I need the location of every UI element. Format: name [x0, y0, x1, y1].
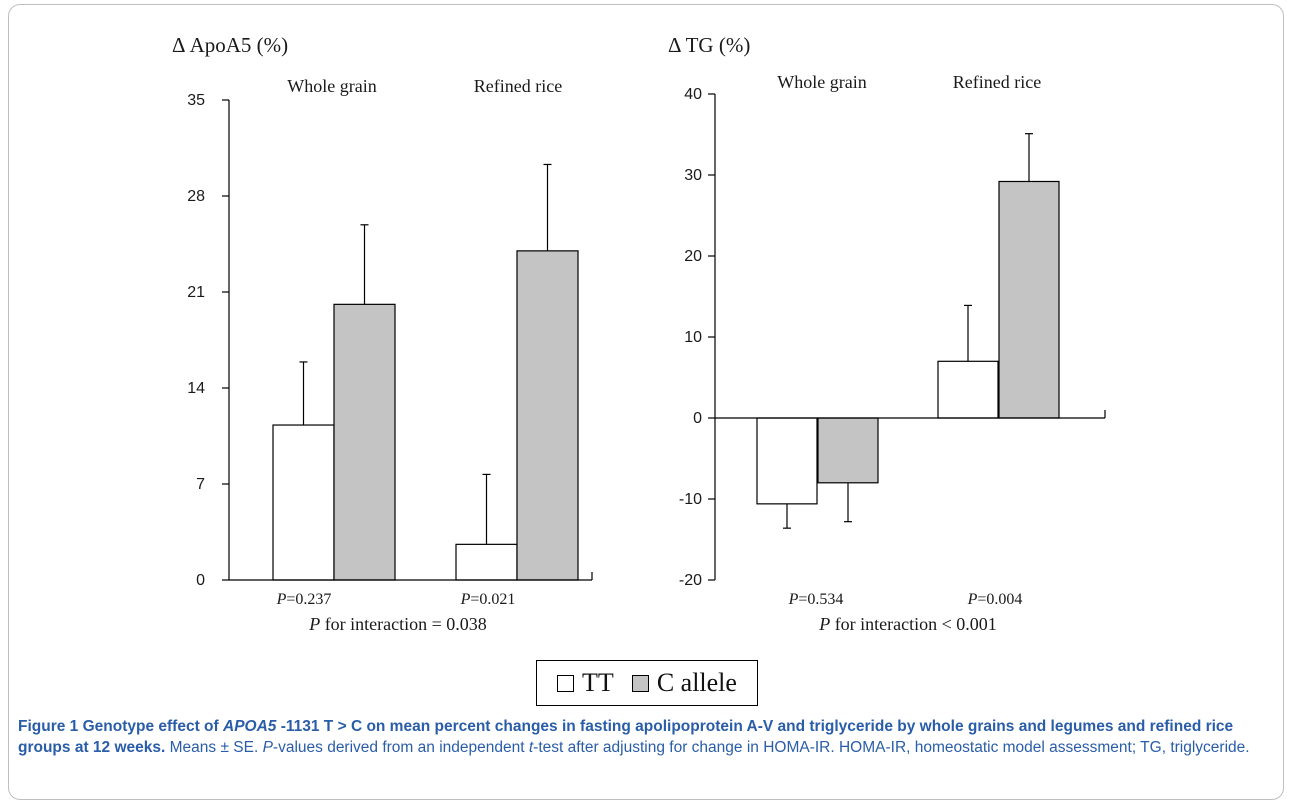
caption-sentence2: -values derived from an independent — [272, 739, 525, 756]
apoa5-group-label-refined-rice: Refined rice — [474, 76, 562, 96]
tg-y-tick-label: 10 — [684, 329, 702, 346]
tg-group-label-refined-rice: Refined rice — [953, 72, 1041, 92]
apoa5-p-value-refined-rice: P=0.021 — [460, 591, 516, 608]
legend-swatch-c-allele — [631, 674, 649, 692]
caption-sentence3: -test after adjusting for change in HOMA… — [533, 739, 1250, 756]
legend-item-tt: TT — [557, 668, 614, 698]
apoa5-y-tick-label: 21 — [187, 284, 205, 301]
caption-title-part1: Genotype effect of — [82, 718, 223, 735]
tg-y-tick-label: 30 — [684, 167, 702, 184]
caption-gene: APOA5 — [223, 718, 277, 735]
figure-caption: Figure 1 Genotype effect of APOA5 -1131 … — [18, 716, 1276, 758]
tg-p-value-whole-grain: P=0.534 — [788, 591, 844, 608]
tg-y-tick-label: 0 — [693, 410, 702, 427]
apoa5-p-value-whole-grain: P=0.237 — [276, 591, 332, 608]
legend-label-tt: TT — [582, 668, 614, 697]
apoa5-y-axis-label: Δ ApoA5 (%) — [172, 33, 288, 57]
caption-p-italic: P — [262, 739, 273, 756]
apoa5-interaction-p: P for interaction = 0.038 — [308, 614, 487, 634]
tg-bar-c-allele-refined-rice — [998, 180, 1060, 419]
tg-bar-tt-whole-grain — [756, 417, 818, 505]
legend-item-c-allele: C allele — [631, 668, 737, 698]
apoa5-y-tick-label: 7 — [196, 476, 205, 493]
caption-t-italic: t — [528, 739, 534, 756]
tg-y-axis-label: Δ TG (%) — [668, 33, 750, 57]
apoa5-bar-c-allele-whole-grain — [333, 303, 396, 581]
apoa5-bar-c-allele-refined-rice — [516, 250, 579, 581]
tg-interaction-p: P for interaction < 0.001 — [818, 614, 997, 634]
legend-label-c-allele: C allele — [656, 668, 737, 697]
figure-frame — [8, 4, 1284, 800]
tg-group-label-whole-grain: Whole grain — [777, 72, 866, 92]
apoa5-bar-tt-whole-grain — [272, 424, 335, 581]
legend-swatch-tt — [557, 674, 575, 692]
caption-title-part2: -1131 T > C on mean percent changes in f… — [18, 718, 1234, 756]
caption-figure-label: Figure 1 — [18, 718, 79, 735]
figure-charts: Δ ApoA5 (%) Whole grain Refined rice 0 7 1… — [172, 33, 1106, 634]
apoa5-y-tick-label: 35 — [187, 92, 205, 109]
apoa5-y-tick-label: 14 — [187, 380, 205, 397]
apoa5-y-tick-label: 0 — [196, 572, 205, 589]
tg-chart: Δ TG (%) Whole grain Refined rice -20 -10… — [668, 33, 1106, 634]
tg-p-value-refined-rice: P=0.004 — [967, 591, 1023, 608]
apoa5-group-label-whole-grain: Whole grain — [287, 76, 376, 96]
apoa5-chart: Δ ApoA5 (%) Whole grain Refined rice 0 7 1… — [172, 33, 593, 634]
apoa5-y-tick-label: 28 — [187, 188, 205, 205]
tg-y-tick-label: 40 — [684, 86, 702, 103]
legend: TT C allele — [536, 660, 758, 706]
tg-y-tick-label: -10 — [679, 491, 702, 508]
apoa5-bar-tt-refined-rice — [455, 543, 518, 581]
tg-bar-c-allele-whole-grain — [817, 417, 879, 484]
tg-y-tick-label: -20 — [679, 572, 702, 589]
tg-bar-tt-refined-rice — [937, 360, 999, 419]
caption-sentence1: Means ± SE. — [169, 739, 259, 756]
tg-y-tick-label: 20 — [684, 248, 702, 265]
